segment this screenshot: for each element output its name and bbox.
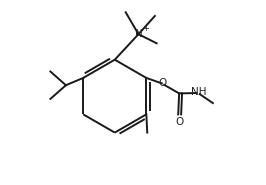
Text: +: +	[142, 24, 149, 33]
Text: O: O	[176, 117, 184, 127]
Text: N: N	[135, 29, 142, 39]
Text: NH: NH	[190, 87, 206, 97]
Text: O: O	[159, 78, 167, 88]
